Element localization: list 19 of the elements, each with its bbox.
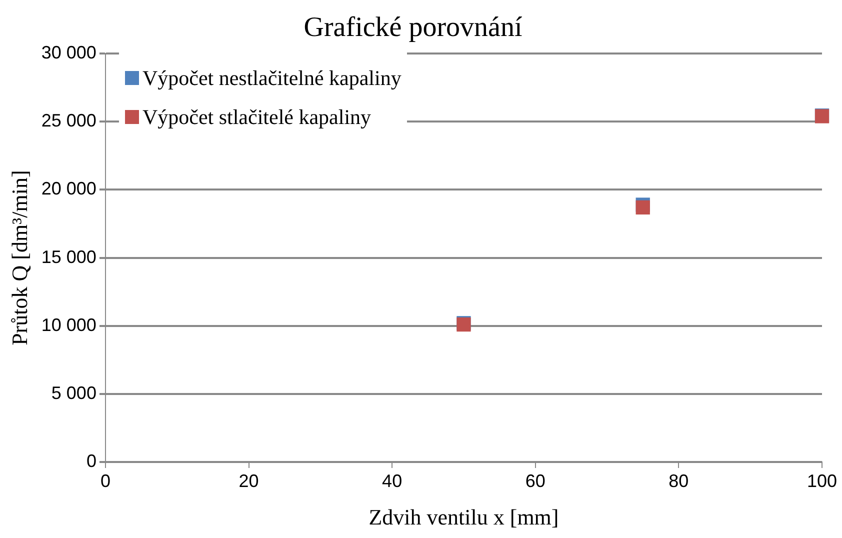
x-tick-label: 100 — [806, 470, 838, 491]
x-tick-label: 40 — [382, 470, 402, 491]
chart-title: Grafické porovnání — [304, 12, 522, 44]
y-tick-label: 20 000 — [41, 178, 96, 199]
y-tick-label: 30 000 — [41, 42, 96, 63]
point — [636, 200, 650, 214]
x-axis-title: Zdvih ventilu x [mm] — [368, 504, 559, 530]
y-tick-label: 15 000 — [41, 246, 96, 267]
legend-label: Výpočet stlačitelé kapaliny — [142, 104, 372, 130]
y-tick-label: 0 — [86, 450, 96, 471]
x-tick-label: 80 — [668, 470, 689, 491]
y-tick-label: 25 000 — [41, 110, 96, 131]
y-tick-label: 5 000 — [51, 382, 96, 403]
legend-label: Výpočet nestlačitelné kapaliny — [142, 66, 402, 91]
y-axis-title: Průtok Q [dm³/min] — [6, 170, 32, 346]
x-tick-label: 0 — [100, 470, 110, 491]
x-tick-label: 60 — [525, 470, 546, 491]
x-tick-label: 20 — [238, 470, 259, 491]
y-tick-label: 10 000 — [41, 314, 96, 335]
